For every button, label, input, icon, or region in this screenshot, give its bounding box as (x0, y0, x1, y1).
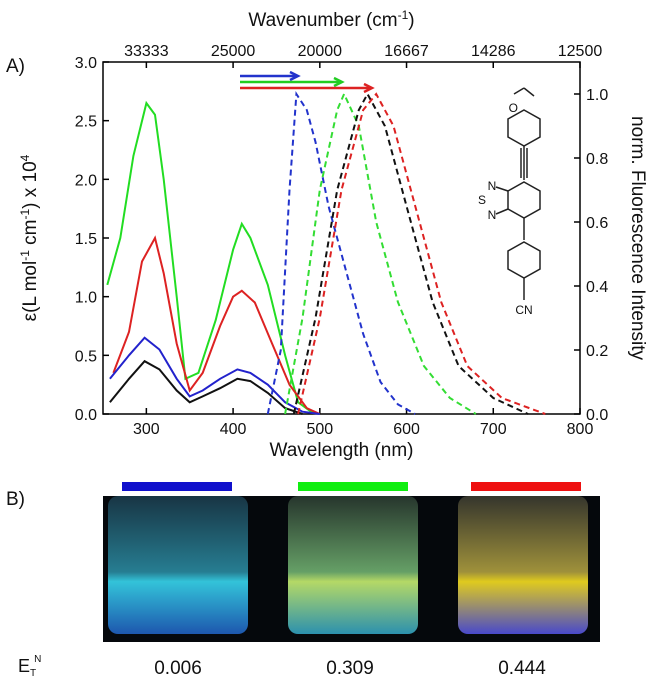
y2-tick-label: 0.4 (586, 279, 608, 296)
y2-tick-label: 1.0 (586, 87, 608, 104)
et-sub: T (30, 668, 36, 679)
x2-tick-label: 25000 (211, 43, 256, 60)
y-tick-label: 1.5 (75, 231, 97, 248)
et-base: E (18, 656, 30, 676)
absorption-line (109, 336, 320, 415)
x2-tick-label: 33333 (124, 43, 169, 60)
panel-label: B) (6, 489, 25, 510)
label-part: cm (20, 220, 41, 251)
atom: N (488, 179, 497, 193)
et-value: 0.309 (326, 658, 374, 679)
absorption-line (106, 100, 321, 415)
y2-axis-title: norm. Fluorescence Intensity (627, 116, 648, 360)
x2-tick-label: 14286 (471, 43, 516, 60)
x2-tick-label: 20000 (298, 43, 343, 60)
y-tick-label: 1.0 (75, 290, 97, 307)
x2-tick-label: 16667 (384, 43, 429, 60)
molecule (495, 87, 541, 300)
superscript: -1 (18, 250, 32, 261)
y2-tick-label: 0.0 (586, 407, 608, 424)
x-tick-label: 600 (393, 421, 420, 438)
molecule-labels: O N S N CN (478, 101, 533, 317)
superscript: 4 (18, 154, 32, 161)
et-value: 0.006 (154, 658, 202, 679)
label-part: ) (408, 10, 414, 31)
emission-line (284, 91, 477, 415)
et-sup: N (34, 654, 41, 665)
absorption-line (112, 235, 321, 415)
arrows (240, 70, 375, 94)
photo (103, 482, 600, 642)
x-tick-label: 800 (567, 421, 594, 438)
superscript: -1 (18, 209, 32, 220)
y-tick-label: 2.0 (75, 172, 97, 189)
atom: CN (515, 303, 532, 317)
x2-tick-label: 12500 (558, 43, 603, 60)
y-tick-label: 2.5 (75, 114, 97, 131)
y-tick-label: 0.0 (75, 407, 97, 424)
x-tick-label: 700 (480, 421, 507, 438)
emission-line (292, 91, 529, 415)
y-tick-label: 0.5 (75, 348, 97, 365)
y-tick-label: 3.0 (75, 55, 97, 72)
et-value: 0.444 (498, 658, 546, 679)
x2-axis-title: Wavenumber (cm-1) (248, 8, 414, 31)
y-axis-title: ε(L mol-1 cm-1) x 104 (18, 154, 41, 321)
y2-tick-label: 0.2 (586, 343, 608, 360)
y2-tick-label: 0.8 (586, 151, 608, 168)
et-label: ETN (18, 654, 41, 679)
panel-label: A) (6, 56, 25, 77)
atom: O (509, 101, 518, 115)
emission-line (297, 92, 546, 415)
label-part: Wavenumber (cm (248, 10, 397, 31)
x-tick-label: 300 (133, 421, 160, 438)
x-axis-title: Wavelength (nm) (270, 440, 414, 461)
label-part: ) x 10 (20, 161, 41, 209)
y2-tick-label: 0.6 (586, 215, 608, 232)
x-tick-label: 500 (306, 421, 333, 438)
atom: S (478, 193, 486, 207)
atom: N (488, 208, 497, 222)
label-part: ε(L mol (20, 261, 41, 322)
absorption-line (109, 359, 303, 415)
x-tick-label: 400 (220, 421, 247, 438)
superscript: -1 (398, 8, 409, 22)
emission-line (266, 90, 416, 415)
